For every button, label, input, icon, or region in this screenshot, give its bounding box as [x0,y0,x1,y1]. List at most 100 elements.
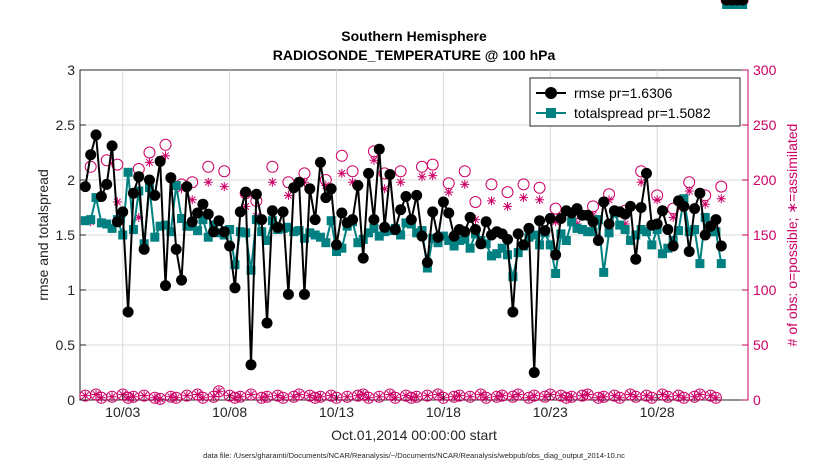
obs-assimilated-point [369,155,379,165]
totalspread-point [166,227,176,237]
obs-assimilated-point [481,393,491,403]
rmse-point [737,0,749,6]
obs-assimilated-point [551,217,561,227]
obs-assimilated-point [96,393,106,403]
totalspread-point [198,215,208,225]
rmse-point [437,196,449,208]
obs-assimilated-point [417,172,427,182]
totalspread-point [80,216,90,226]
obs-assimilated-point [278,393,288,403]
rmse-point [400,191,412,202]
totalspread-point [171,181,181,190]
rmse-point [389,224,401,235]
obs-assimilated-point [337,168,347,178]
obs-assimilated-point [604,195,614,205]
obs-assimilated-point [171,393,181,403]
rmse-point [550,249,562,261]
x-axis-label: Oct.01,2014 00:00:00 start [331,427,497,443]
obs-assimilated-point [182,391,192,401]
x-tick-label: 10/03 [105,404,140,420]
obs-assimilated-point [412,392,422,402]
rmse-point [635,202,647,213]
x-tick-label: 10/18 [426,404,461,420]
totalspread-point [508,272,518,282]
obs-possible-point [485,178,498,191]
totalspread-point [492,249,502,259]
obs-assimilated-point [433,390,443,399]
data-file-footnote: data file: /Users/gharamti/Documents/NCA… [203,451,625,460]
rmse-point [181,181,193,193]
rmse-point [218,226,230,238]
obs-assimilated-point [684,186,694,196]
x-tick-label: 10/13 [319,404,354,420]
rmse-point [234,206,246,218]
x-tick-label: 10/28 [640,404,675,420]
totalspread-point [454,236,464,245]
obs-assimilated-point [214,386,224,396]
totalspread-point [230,260,240,270]
rmse-point [224,240,236,252]
rmse-point [192,207,204,219]
rmse-point [357,252,369,264]
obs-possible-point [512,388,525,401]
obs-assimilated-point [107,392,117,402]
rmse-point [405,214,417,226]
obs-assimilated-point [155,394,165,404]
totalspread-point [449,241,459,251]
rmse-point [127,187,139,199]
rmse-point [106,140,118,152]
rmse-point [149,189,161,201]
obs-assimilated-point [209,392,219,402]
obs-assimilated-point [396,177,406,187]
rmse-point [699,229,711,241]
rmse-point [143,174,155,186]
obs-assimilated-point [348,177,358,187]
obs-assimilated-point [91,390,101,399]
rmse-point [79,181,91,193]
obs-assimilated-point [267,177,277,187]
totalspread-point [556,229,566,239]
rmse-point [111,216,123,228]
rmse-point [464,211,476,223]
rmse-point [411,189,423,201]
obs-possible-point [581,388,594,401]
rmse-point [277,206,289,218]
obs-assimilated-point [139,391,149,401]
obs-possible-point [346,165,359,178]
totalspread-point [444,236,454,245]
legend-box [529,77,741,127]
rmse-point [502,233,514,245]
totalspread-point [225,225,235,234]
totalspread-point [465,243,475,253]
totalspread-point [561,236,571,245]
totalspread-point [364,228,374,238]
rmse-point [170,243,182,255]
obs-assimilated-point [444,187,454,197]
obs-possible-point [202,160,215,173]
obs-possible-point [469,196,482,208]
obs-possible-point [709,391,722,404]
rmse-point [325,183,337,195]
obs-possible-point [613,391,626,404]
rmse-point [603,218,615,230]
obs-assimilated-point [342,392,352,402]
rmse-point [117,206,129,218]
rmse-point [518,239,530,251]
y-axis-label-right: # of obs: o=possible; ∗=assimilated [784,124,800,347]
rmse-point [379,221,391,233]
obs-assimilated-point [519,193,529,203]
rmse-point [197,198,209,210]
obs-assimilated-point [374,392,384,402]
obs-assimilated-point [358,390,368,399]
rmse-point [384,169,396,180]
totalspread-point [657,249,667,259]
obs-assimilated-point [668,212,678,222]
y-axis-label-left: rmse and totalspread [35,169,51,301]
rmse-point [368,214,380,226]
obs-assimilated-point [503,201,513,211]
obs-assimilated-point [716,194,726,204]
rmse-point [261,317,273,329]
rmse-point [656,205,668,217]
